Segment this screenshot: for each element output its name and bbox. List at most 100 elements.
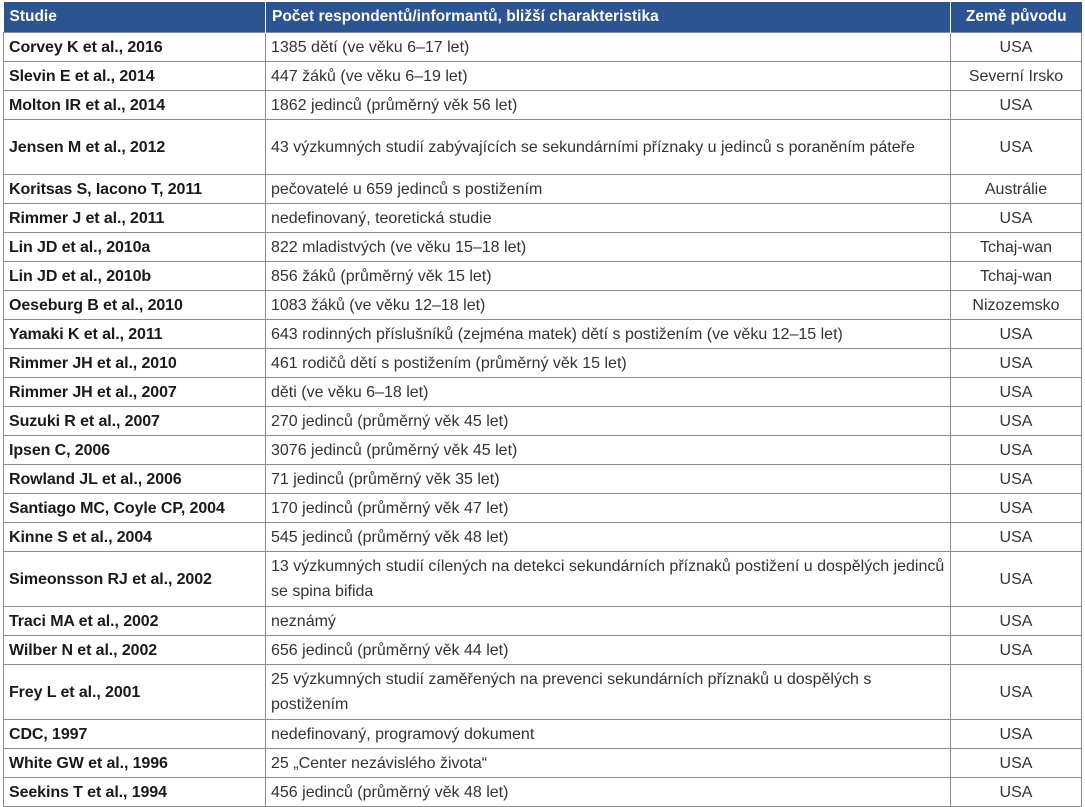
country-cell: USA [950,748,1082,778]
table-row: White GW et al., 1996 25 „Center nezávisl… [3,748,1082,778]
study-cell: Molton IR et al., 2014 [3,90,266,120]
country-cell: USA [950,319,1082,349]
table-row: Seekins T et al., 1994 456 jedinců (průmě… [3,777,1082,807]
respondents-cell: 25 „Center nezávislého života“ [265,748,951,778]
respondents-cell: 822 mladistvých (ve věku 15–18 let) [265,232,951,262]
table-row: Simeonsson RJ et al., 2002 13 výzkumných … [3,551,1082,607]
country-cell: Severní Irsko [950,61,1082,91]
header-row: Studie Počet respondentů/informantů, bli… [3,2,1082,33]
table-row: Oeseburg B et al., 2010 1083 žáků (ve věk… [3,290,1082,320]
table-row: Santiago MC, Coyle CP, 2004 170 jedinců (… [3,493,1082,523]
respondents-cell: 643 rodinných příslušníků (zejména matek… [265,319,951,349]
study-cell: Rimmer JH et al., 2007 [3,377,266,407]
studies-table: Studie Počet respondentů/informantů, bli… [3,2,1082,807]
country-cell: USA [950,551,1082,607]
table-row: Yamaki K et al., 2011 643 rodinných přísl… [3,319,1082,349]
table-row: Slevin E et al., 2014 447 žáků (ve věku 6… [3,61,1082,91]
study-cell: Kinne S et al., 2004 [3,522,266,552]
study-cell: Seekins T et al., 1994 [3,777,266,807]
table-container: Studie Počet respondentů/informantů, bli… [3,2,1082,807]
country-cell: USA [950,90,1082,120]
respondents-cell: 656 jedinců (průměrný věk 44 let) [265,635,951,665]
country-cell: USA [950,203,1082,233]
study-cell: Koritsas S, Iacono T, 2011 [3,174,266,204]
study-cell: Frey L et al., 2001 [3,664,266,720]
study-cell: Rimmer J et al., 2011 [3,203,266,233]
country-cell: USA [950,777,1082,807]
respondents-cell: pečovatelé u 659 jedinců s postižením [265,174,951,204]
country-cell: USA [950,606,1082,636]
study-cell: Slevin E et al., 2014 [3,61,266,91]
respondents-cell: 545 jedinců (průměrný věk 48 let) [265,522,951,552]
country-cell: USA [950,32,1082,62]
study-cell: Simeonsson RJ et al., 2002 [3,551,266,607]
study-cell: Lin JD et al., 2010b [3,261,266,291]
study-cell: Rowland JL et al., 2006 [3,464,266,494]
table-row: Molton IR et al., 2014 1862 jedinců (prům… [3,90,1082,120]
study-cell: Oeseburg B et al., 2010 [3,290,266,320]
country-cell: Nizozemsko [950,290,1082,320]
table-row: Rowland JL et al., 2006 71 jedinců (průmě… [3,464,1082,494]
respondents-cell: 456 jedinců (průměrný věk 48 let) [265,777,951,807]
table-row: Rimmer JH et al., 2007 děti (ve věku 6–18… [3,377,1082,407]
respondents-cell: 43 výzkumných studií zabývajících se sek… [265,119,951,175]
table-row: Jensen M et al., 2012 43 výzkumných studi… [3,119,1082,175]
respondents-cell: 1385 dětí (ve věku 6–17 let) [265,32,951,62]
country-cell: Tchaj-wan [950,232,1082,262]
country-cell: USA [950,635,1082,665]
study-cell: Jensen M et al., 2012 [3,119,266,175]
header-respondents: Počet respondentů/informantů, bližší cha… [265,2,951,33]
country-cell: USA [950,377,1082,407]
study-cell: Santiago MC, Coyle CP, 2004 [3,493,266,523]
table-header: Studie Počet respondentů/informantů, bli… [3,2,1082,33]
study-cell: White GW et al., 1996 [3,748,266,778]
respondents-cell: děti (ve věku 6–18 let) [265,377,951,407]
country-cell: Austrálie [950,174,1082,204]
respondents-cell: neznámý [265,606,951,636]
country-cell: USA [950,435,1082,465]
country-cell: USA [950,119,1082,175]
respondents-cell: 1083 žáků (ve věku 12–18 let) [265,290,951,320]
table-row: Corvey K et al., 2016 1385 dětí (ve věku … [3,32,1082,62]
respondents-cell: 447 žáků (ve věku 6–19 let) [265,61,951,91]
respondents-cell: 270 jedinců (průměrný věk 45 let) [265,406,951,436]
respondents-cell: 856 žáků (průměrný věk 15 let) [265,261,951,291]
country-cell: USA [950,348,1082,378]
country-cell: USA [950,719,1082,749]
table-row: Lin JD et al., 2010b 856 žáků (průměrný v… [3,261,1082,291]
respondents-cell: 13 výzkumných studií cílených na detekci… [265,551,951,607]
table-row: Traci MA et al., 2002 neznámý USA [3,606,1082,636]
country-cell: USA [950,522,1082,552]
table-body: Corvey K et al., 2016 1385 dětí (ve věku … [3,32,1082,807]
study-cell: Corvey K et al., 2016 [3,32,266,62]
respondents-cell: 1862 jedinců (průměrný věk 56 let) [265,90,951,120]
respondents-cell: 71 jedinců (průměrný věk 35 let) [265,464,951,494]
table-row: Rimmer J et al., 2011 nedefinovaný, teore… [3,203,1082,233]
table-row: Kinne S et al., 2004 545 jedinců (průměrn… [3,522,1082,552]
respondents-cell: nedefinovaný, teoretická studie [265,203,951,233]
study-cell: Rimmer JH et al., 2010 [3,348,266,378]
table-row: Koritsas S, Iacono T, 2011 pečovatelé u 6… [3,174,1082,204]
country-cell: Tchaj-wan [950,261,1082,291]
table-row: CDC, 1997 nedefinovaný, programový dokume… [3,719,1082,749]
country-cell: USA [950,464,1082,494]
table-row: Rimmer JH et al., 2010 461 rodičů dětí s … [3,348,1082,378]
country-cell: USA [950,664,1082,720]
study-cell: Wilber N et al., 2002 [3,635,266,665]
respondents-cell: 3076 jedinců (průměrný věk 45 let) [265,435,951,465]
table-row: Lin JD et al., 2010a 822 mladistvých (ve … [3,232,1082,262]
table-row: Ipsen C, 2006 3076 jedinců (průměrný věk … [3,435,1082,465]
study-cell: Yamaki K et al., 2011 [3,319,266,349]
study-cell: Traci MA et al., 2002 [3,606,266,636]
respondents-cell: nedefinovaný, programový dokument [265,719,951,749]
study-cell: Ipsen C, 2006 [3,435,266,465]
table-row: Frey L et al., 2001 25 výzkumných studií … [3,664,1082,720]
study-cell: CDC, 1997 [3,719,266,749]
table-row: Suzuki R et al., 2007 270 jedinců (průměr… [3,406,1082,436]
header-country: Země původu [950,2,1082,33]
table-row: Wilber N et al., 2002 656 jedinců (průměr… [3,635,1082,665]
country-cell: USA [950,406,1082,436]
respondents-cell: 461 rodičů dětí s postižením (průměrný v… [265,348,951,378]
respondents-cell: 25 výzkumných studií zaměřených na preve… [265,664,951,720]
country-cell: USA [950,493,1082,523]
